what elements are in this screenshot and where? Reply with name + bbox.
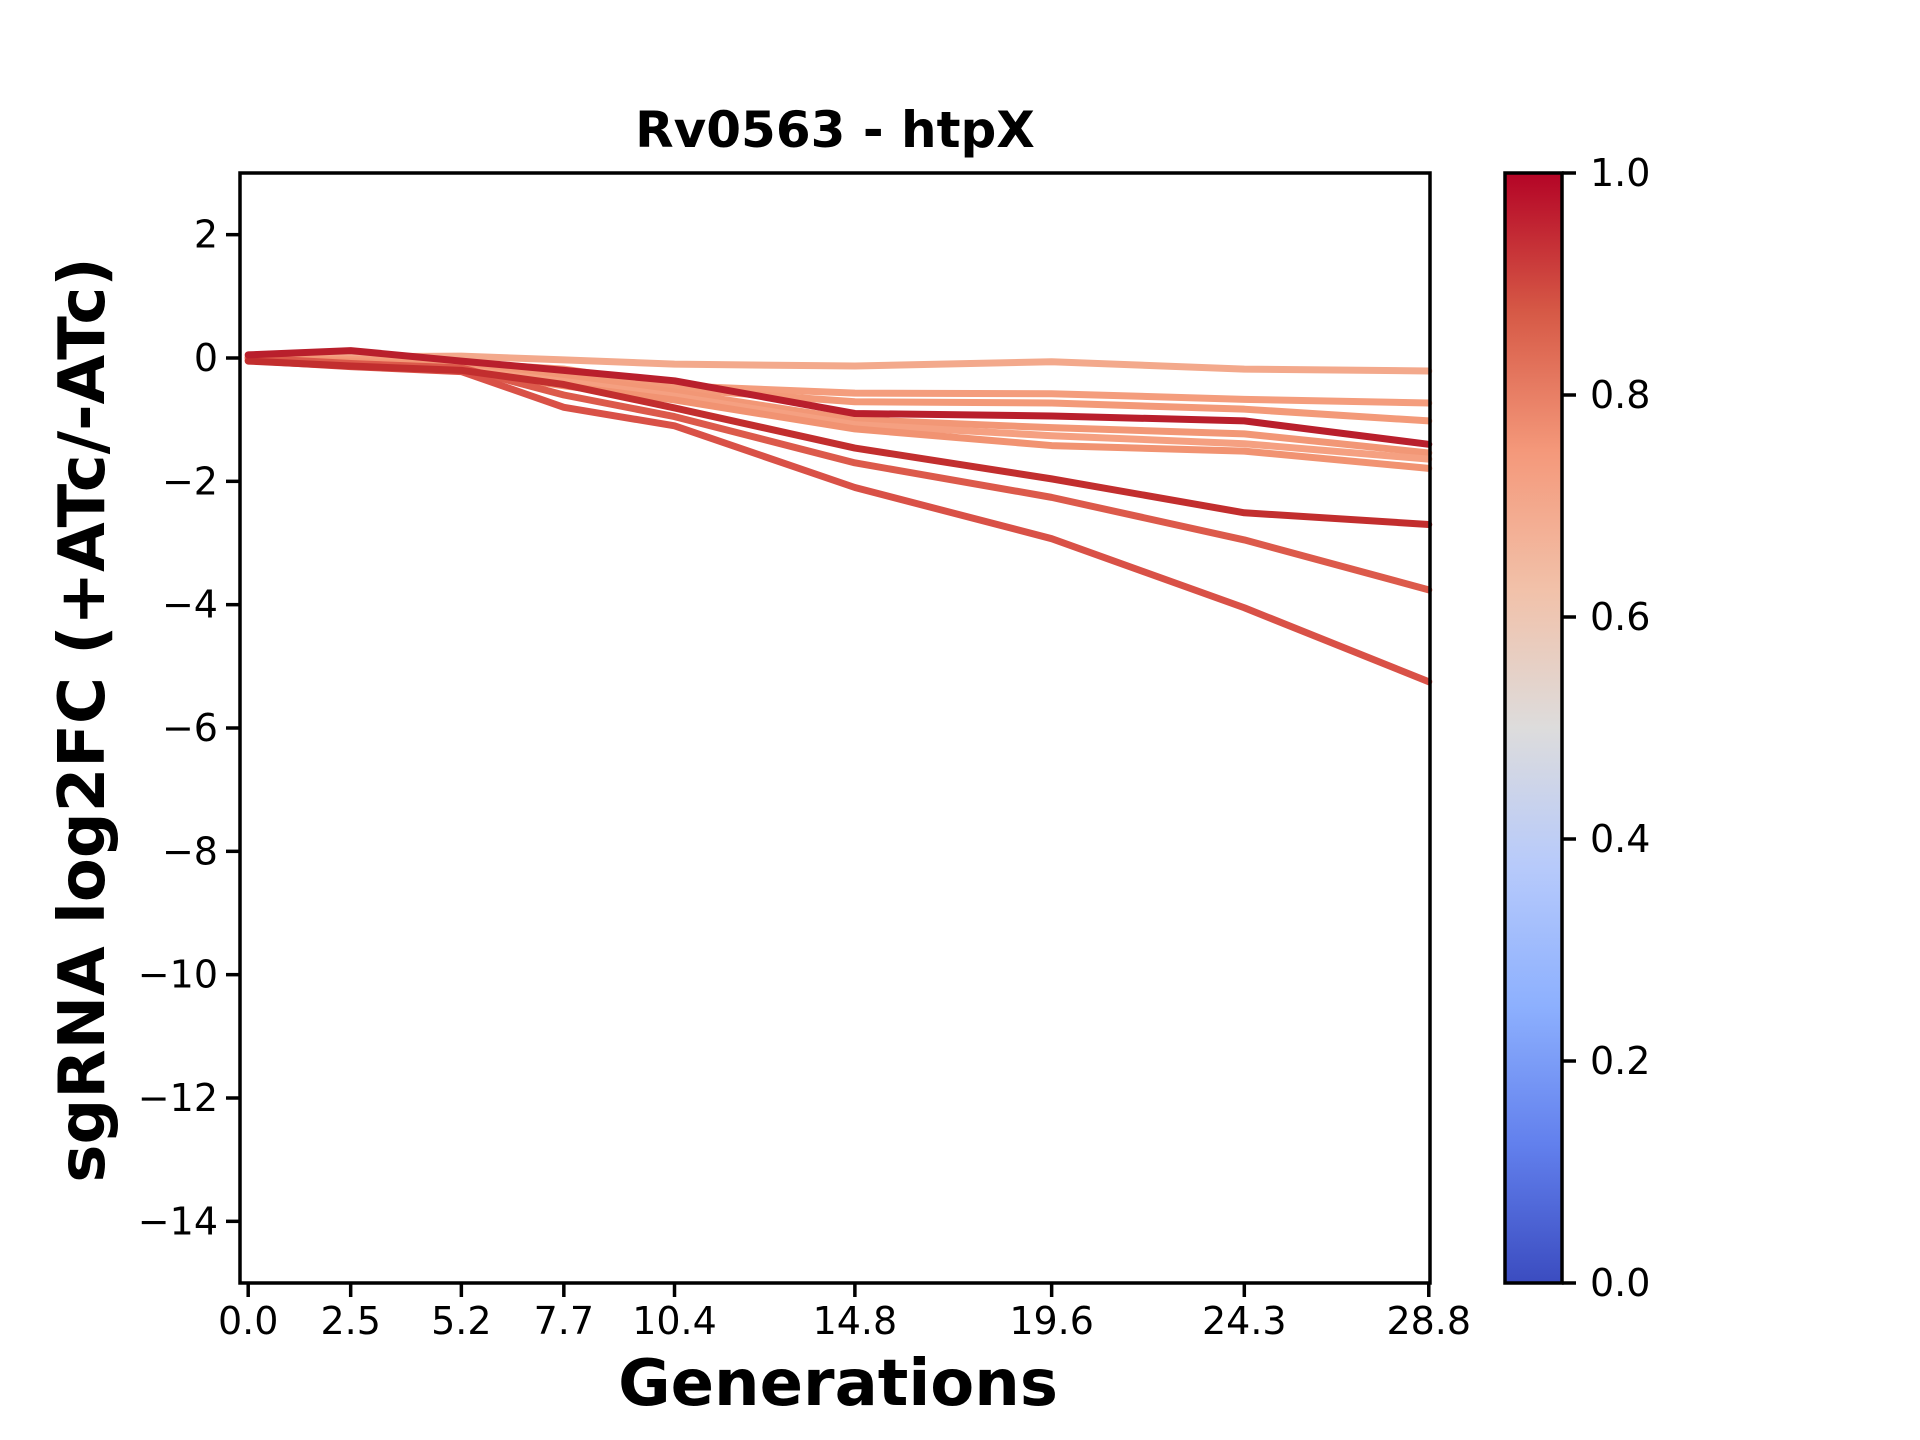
y-tick-label: 0 — [194, 336, 218, 380]
colorbar-tick-label: 1.0 — [1590, 151, 1650, 195]
colorbar-tick-label: 0.8 — [1590, 373, 1650, 417]
colorbar-tick-label: 0.6 — [1590, 595, 1650, 639]
y-tick-label: −8 — [162, 829, 218, 873]
series-line-10 — [244, 347, 1433, 448]
x-tick-label: 19.6 — [1009, 1299, 1094, 1343]
y-tick-label: −14 — [138, 1199, 218, 1243]
colorbar-tick-label: 0.2 — [1590, 1039, 1650, 1083]
x-axis-label: Generations — [618, 1347, 1058, 1421]
colorbar-tick-label: 0.4 — [1590, 817, 1650, 861]
y-tick-label: −4 — [162, 583, 218, 627]
x-tick-label: 10.4 — [632, 1299, 717, 1343]
x-tick-label: 7.7 — [534, 1299, 594, 1343]
chart-title: Rv0563 - htpX — [635, 101, 1035, 159]
y-axis-label: sgRNA log2FC (+ATc/-ATc) — [46, 257, 120, 1182]
y-tick-label: −10 — [138, 953, 218, 997]
series-line-9 — [244, 357, 1433, 528]
x-tick-label: 28.8 — [1386, 1299, 1471, 1343]
colorbar — [1505, 173, 1562, 1283]
colorbar-tick-label: 0.0 — [1590, 1261, 1650, 1305]
x-tick-label: 0.0 — [218, 1299, 278, 1343]
y-tick-label: 2 — [194, 213, 218, 257]
plot-spines — [238, 171, 1432, 1285]
x-tick-label: 2.5 — [320, 1299, 380, 1343]
plot-area: 0.0 2.5 5.2 7.7 10.4 14.8 19.6 24.3 28.8 2 0 −2 −4 −6… — [138, 151, 1651, 1343]
y-tick-label: −6 — [162, 706, 218, 750]
y-tick-label: −2 — [162, 459, 218, 503]
x-tick-label: 5.2 — [431, 1299, 491, 1343]
x-tick-label: 14.8 — [813, 1299, 898, 1343]
y-tick-label: −12 — [138, 1076, 218, 1120]
colorbar-frame — [1503, 171, 1564, 1285]
x-tick-label: 24.3 — [1202, 1299, 1287, 1343]
